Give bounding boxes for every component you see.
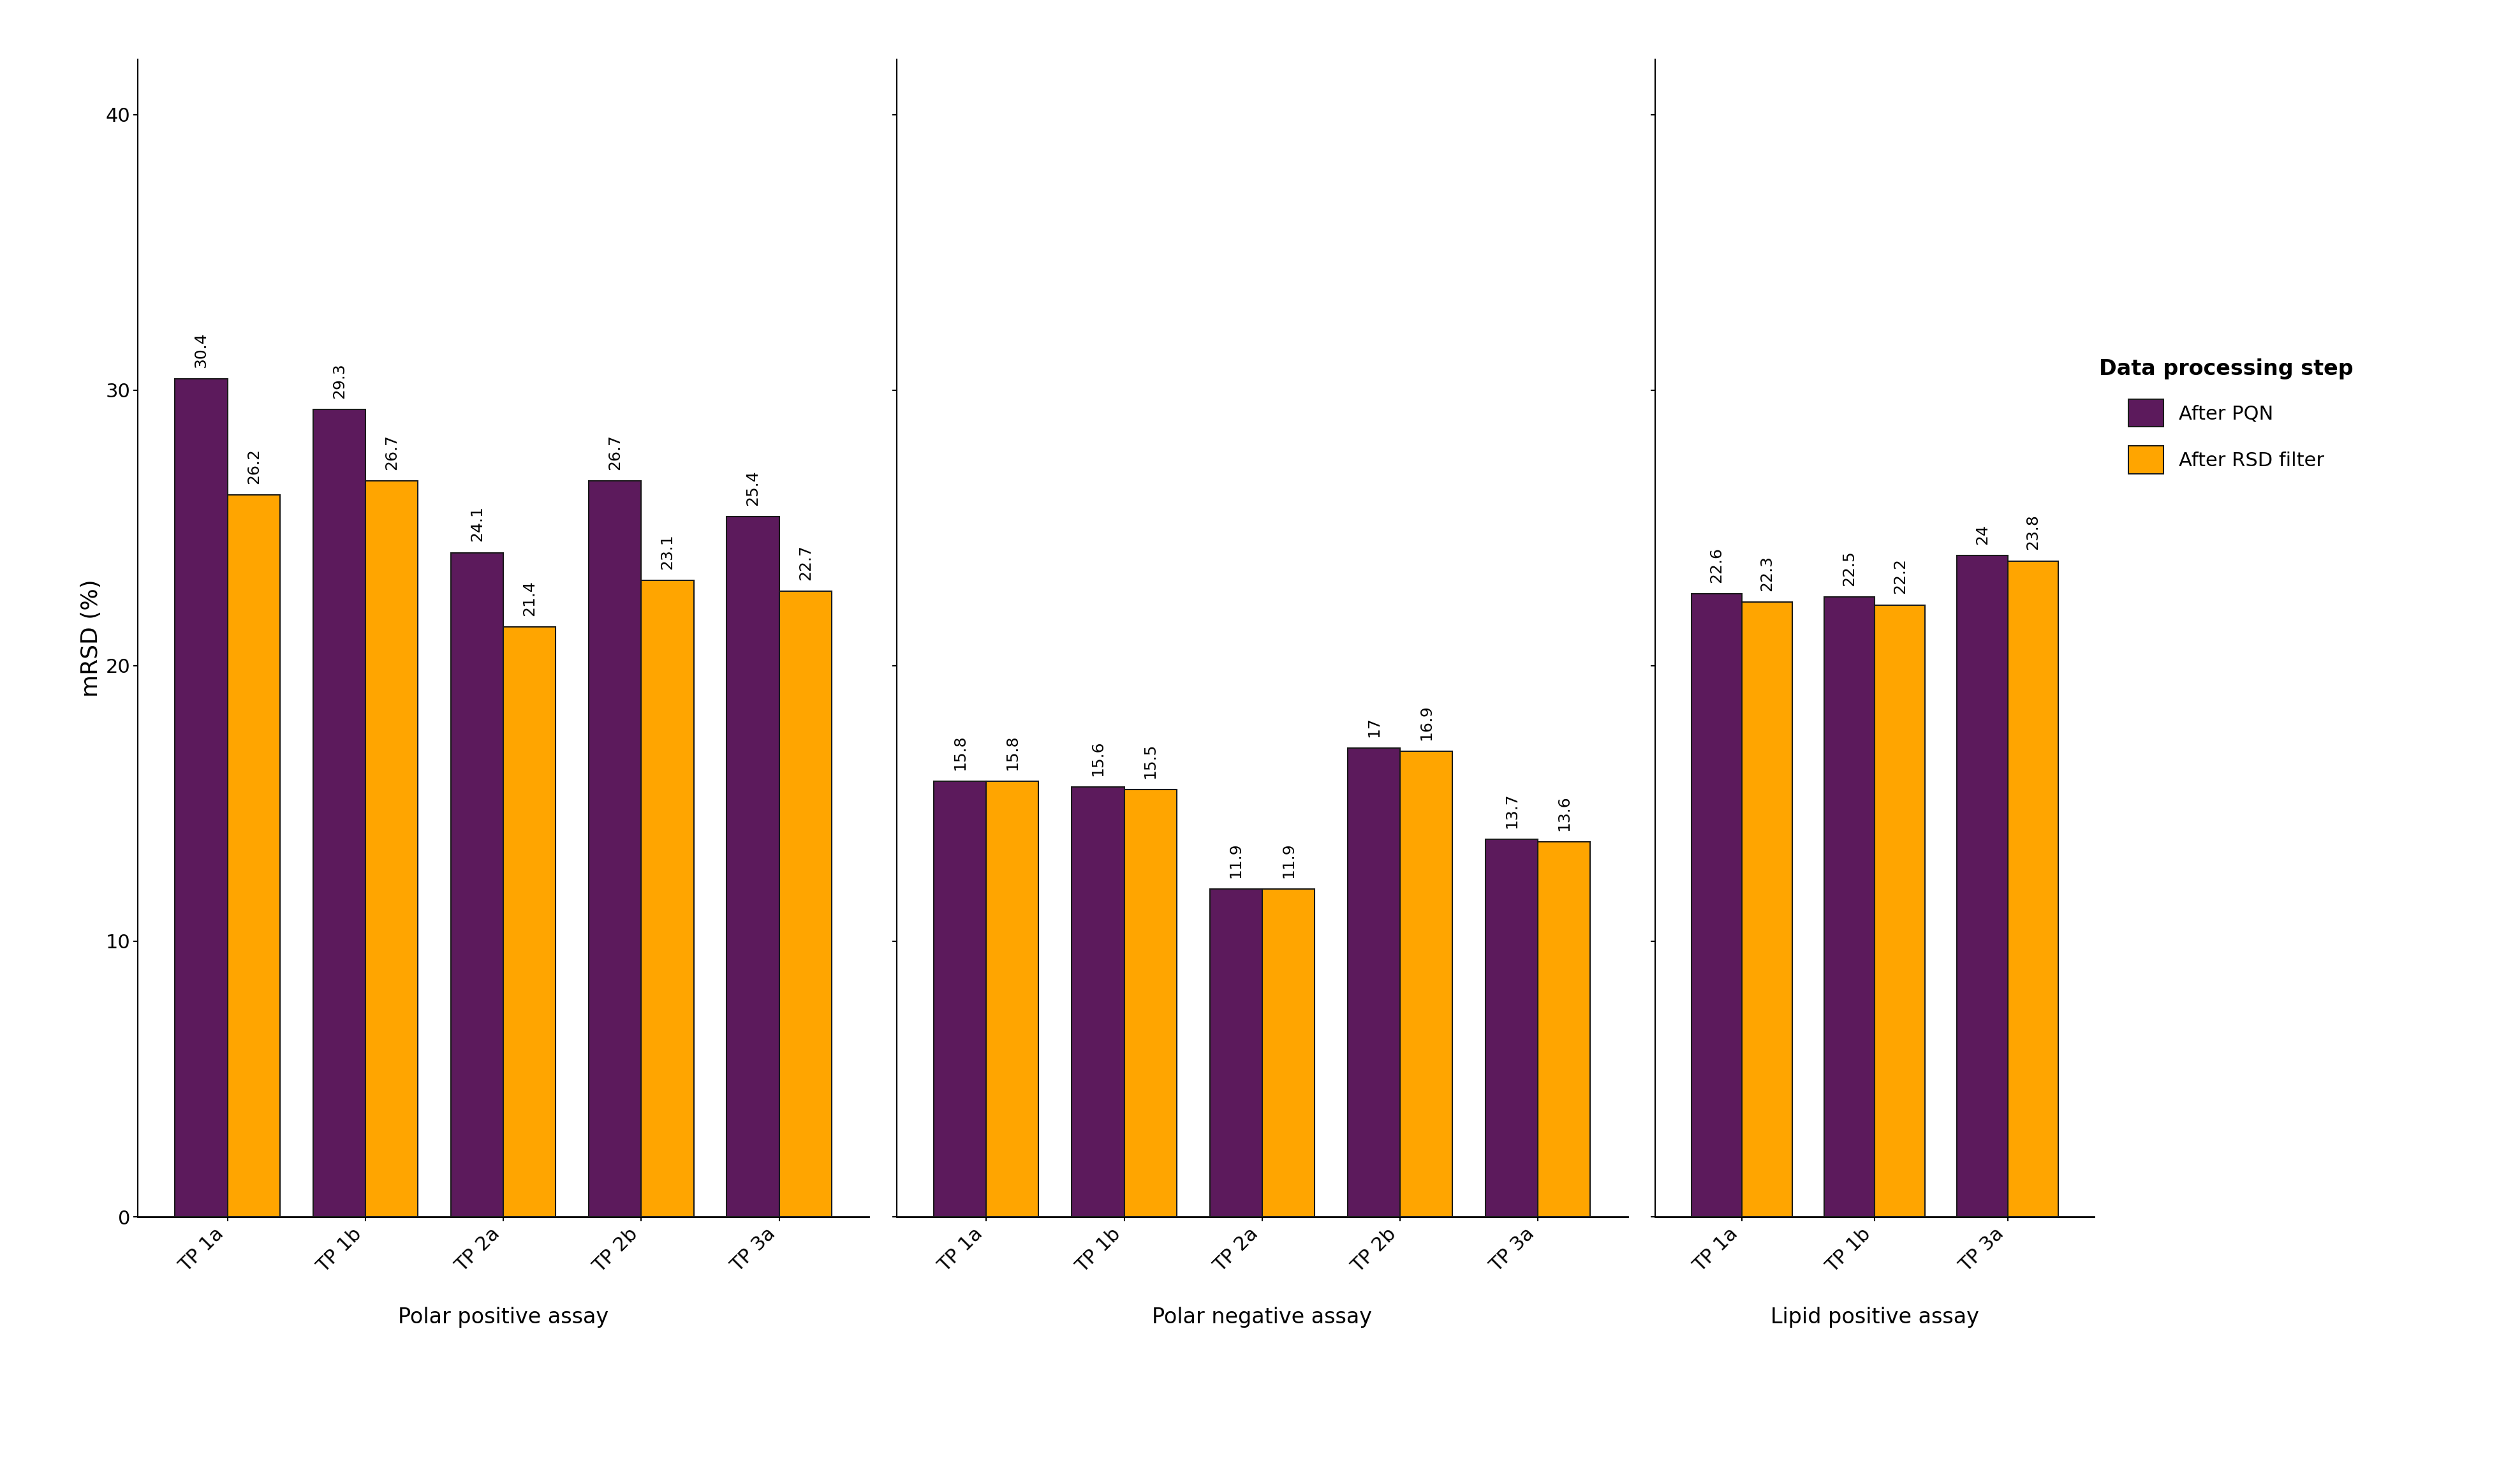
Text: 30.4: 30.4 — [193, 332, 208, 368]
Bar — [727, 516, 779, 1217]
Text: 22.5: 22.5 — [1842, 551, 1857, 586]
Text: 24: 24 — [1975, 524, 1990, 545]
Bar — [228, 494, 281, 1217]
Text: 29.3: 29.3 — [331, 362, 346, 398]
Bar — [1401, 751, 1453, 1217]
X-axis label: Lipid positive assay: Lipid positive assay — [1769, 1307, 1980, 1328]
Text: 25.4: 25.4 — [744, 470, 762, 506]
Bar — [175, 378, 228, 1217]
Bar — [366, 481, 419, 1217]
Bar — [2007, 561, 2057, 1217]
Bar — [642, 580, 694, 1217]
Text: 22.6: 22.6 — [1709, 548, 1724, 583]
Text: 21.4: 21.4 — [521, 580, 536, 616]
Bar — [779, 591, 832, 1217]
Text: 17: 17 — [1366, 717, 1381, 738]
Y-axis label: mRSD (%): mRSD (%) — [80, 579, 103, 697]
Bar — [1486, 840, 1539, 1217]
Text: 16.9: 16.9 — [1418, 705, 1433, 741]
Text: 22.2: 22.2 — [1892, 558, 1907, 594]
Text: 11.9: 11.9 — [1281, 843, 1296, 879]
Bar — [1348, 748, 1401, 1217]
Bar — [1073, 787, 1125, 1217]
Text: 22.3: 22.3 — [1759, 555, 1774, 591]
Text: 15.6: 15.6 — [1090, 741, 1105, 776]
Bar — [1742, 603, 1792, 1217]
Text: 22.7: 22.7 — [797, 545, 812, 580]
Text: 26.7: 26.7 — [606, 435, 621, 470]
Bar — [589, 481, 642, 1217]
X-axis label: Polar positive assay: Polar positive assay — [398, 1307, 609, 1328]
Text: 26.7: 26.7 — [383, 435, 398, 470]
Text: 11.9: 11.9 — [1228, 843, 1243, 879]
Bar — [451, 552, 504, 1217]
Text: 24.1: 24.1 — [469, 506, 484, 542]
Bar — [1874, 605, 1925, 1217]
Bar — [1692, 594, 1742, 1217]
Bar — [987, 782, 1037, 1217]
Bar — [1824, 597, 1874, 1217]
Bar — [1539, 841, 1591, 1217]
X-axis label: Polar negative assay: Polar negative assay — [1153, 1307, 1373, 1328]
Bar — [1957, 555, 2007, 1217]
Bar — [935, 782, 987, 1217]
Bar — [313, 410, 366, 1217]
Text: 23.8: 23.8 — [2025, 515, 2040, 551]
Text: 13.6: 13.6 — [1556, 795, 1571, 831]
Text: 26.2: 26.2 — [246, 448, 261, 484]
Text: 15.8: 15.8 — [952, 735, 967, 770]
Bar — [504, 628, 556, 1217]
Text: 13.7: 13.7 — [1504, 792, 1519, 828]
Bar — [1263, 889, 1316, 1217]
Text: 23.1: 23.1 — [659, 534, 674, 570]
Bar — [1125, 789, 1178, 1217]
Text: 15.8: 15.8 — [1005, 735, 1020, 770]
Bar — [1210, 889, 1263, 1217]
Legend: After PQN, After RSD filter: After PQN, After RSD filter — [2100, 359, 2353, 473]
Text: 15.5: 15.5 — [1143, 743, 1158, 779]
